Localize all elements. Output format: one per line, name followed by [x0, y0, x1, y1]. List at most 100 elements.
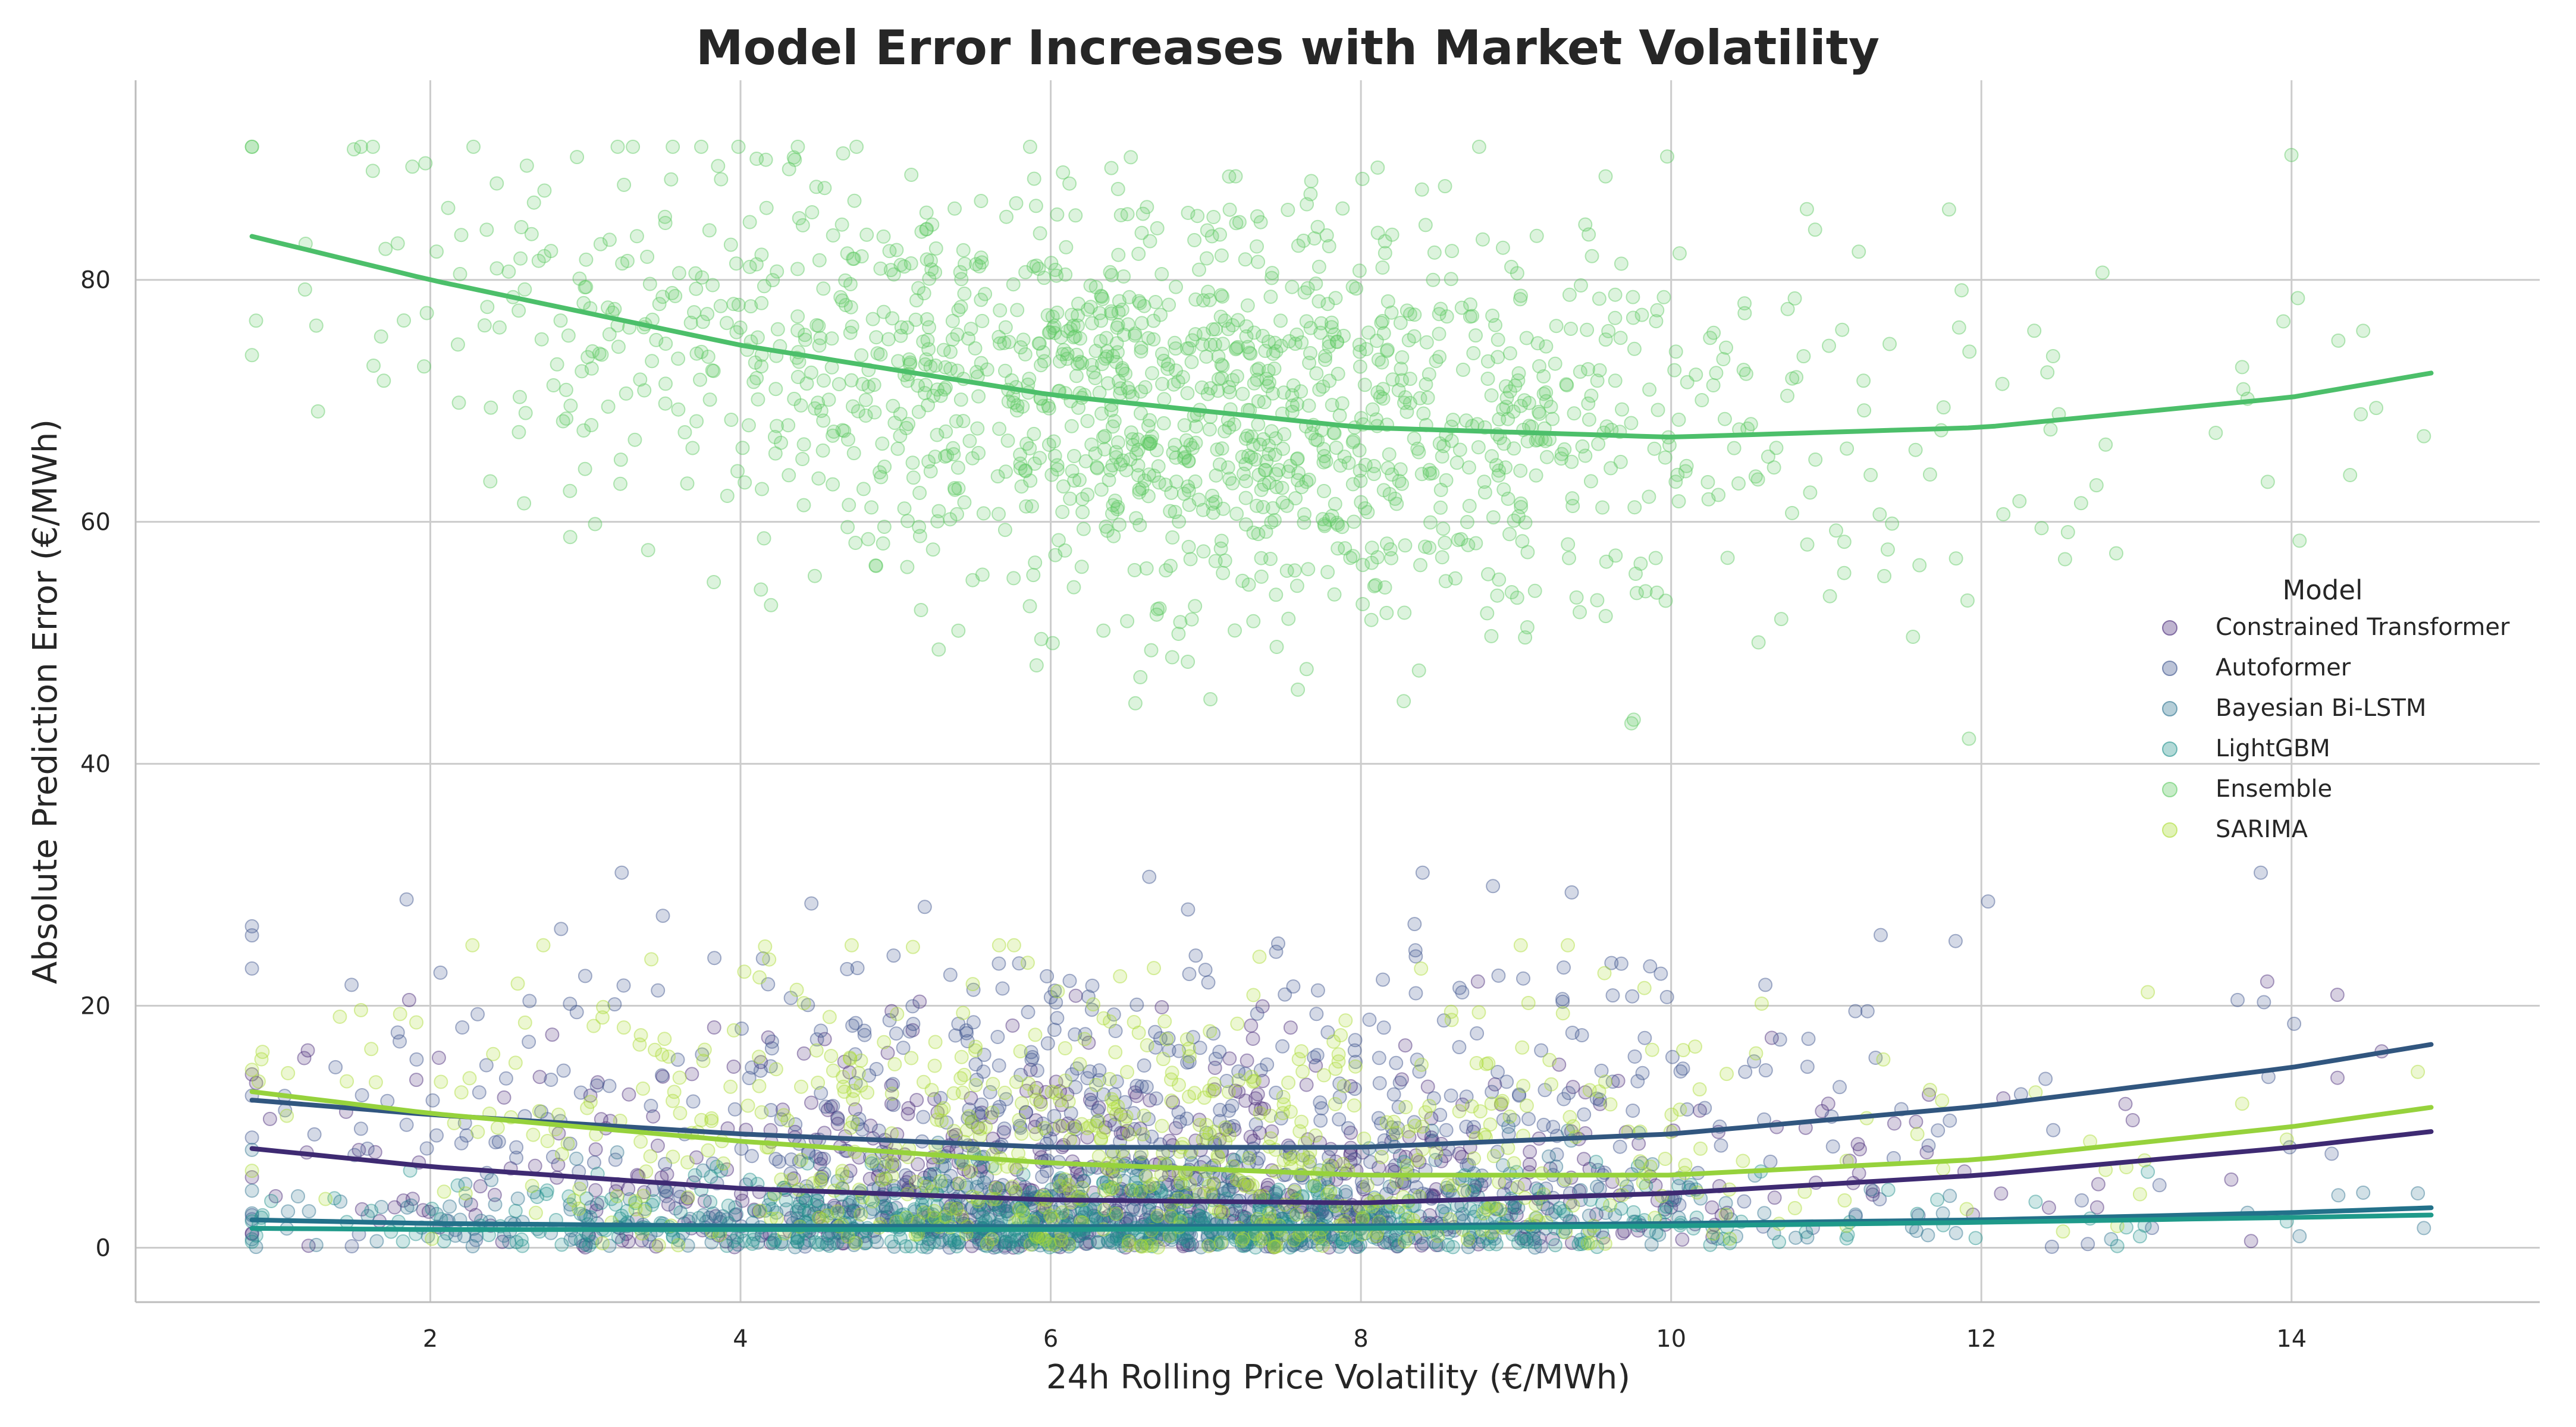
data-point — [425, 1202, 440, 1216]
data-point — [1122, 1127, 1137, 1142]
data-point — [759, 200, 774, 215]
data-point — [1653, 966, 1668, 981]
data-point — [726, 1060, 741, 1074]
scatter-points — [244, 139, 2431, 1255]
data-point — [1004, 1181, 1019, 1196]
data-point — [1208, 1051, 1223, 1066]
data-point — [946, 447, 961, 461]
data-point — [1260, 1178, 1275, 1192]
data-point — [846, 1203, 861, 1218]
data-point — [1874, 928, 1888, 942]
data-point — [1511, 373, 1526, 388]
data-point — [1254, 569, 1269, 584]
data-point — [879, 1154, 894, 1169]
data-point — [1108, 1045, 1123, 1060]
data-point — [611, 340, 626, 354]
data-point — [1390, 1239, 1404, 1254]
data-point — [1157, 392, 1172, 407]
data-point — [1143, 413, 1157, 428]
data-point — [726, 1023, 741, 1038]
data-point — [1542, 1052, 1557, 1067]
data-point — [862, 1171, 877, 1186]
data-point — [1386, 1181, 1401, 1196]
data-point — [2324, 1146, 2339, 1161]
data-point — [551, 1157, 566, 1172]
data-point — [805, 205, 820, 219]
data-point — [1591, 436, 1606, 451]
data-point — [751, 392, 765, 407]
data-point — [1372, 1051, 1386, 1065]
data-point — [1096, 623, 1111, 638]
data-point — [1289, 1207, 1304, 1222]
data-point — [1348, 1059, 1363, 1074]
data-point — [1565, 499, 1580, 513]
data-point — [1229, 369, 1244, 384]
data-point — [536, 938, 551, 953]
data-point — [1059, 240, 1074, 254]
data-point — [644, 952, 659, 967]
data-point — [1548, 356, 1562, 371]
data-point — [1191, 1203, 1206, 1218]
data-point — [1488, 318, 1502, 332]
data-point — [1283, 1020, 1298, 1035]
data-point — [1720, 551, 1735, 565]
data-point — [633, 1134, 648, 1149]
data-point — [796, 1046, 811, 1061]
data-point — [974, 293, 989, 307]
data-point — [953, 1071, 968, 1086]
data-point — [1240, 1053, 1254, 1068]
data-point — [1647, 441, 1662, 456]
data-point — [1668, 344, 1683, 359]
data-point — [685, 1067, 699, 1082]
data-point — [1549, 319, 1564, 334]
data-point — [854, 348, 869, 363]
data-point — [796, 996, 811, 1011]
data-point — [1113, 1181, 1128, 1196]
data-point — [1180, 1238, 1195, 1252]
data-point — [1466, 346, 1481, 360]
data-point — [1129, 511, 1144, 526]
data-point — [1068, 208, 1083, 223]
data-point — [1461, 460, 1476, 475]
data-point — [1335, 1156, 1350, 1171]
data-point — [1050, 984, 1065, 999]
data-point — [368, 1075, 383, 1090]
data-point — [628, 1202, 643, 1217]
data-point — [1127, 1015, 1141, 1029]
data-point — [281, 1065, 296, 1080]
data-point — [856, 482, 871, 496]
data-point — [1133, 670, 1148, 684]
data-point — [1565, 1026, 1580, 1040]
data-point — [923, 359, 938, 374]
data-point — [752, 1049, 766, 1064]
data-point — [297, 1051, 312, 1065]
data-point — [1188, 327, 1203, 342]
data-point — [645, 354, 660, 369]
data-point — [1181, 902, 1196, 917]
data-point — [977, 1202, 992, 1217]
data-point — [1430, 1228, 1445, 1243]
data-point — [1250, 1087, 1265, 1102]
data-point — [1203, 692, 1218, 706]
data-point — [890, 1007, 905, 1021]
data-point — [1277, 427, 1292, 442]
data-point — [1852, 244, 1866, 259]
grid — [136, 80, 2540, 1302]
data-point — [790, 309, 805, 324]
data-point — [1414, 961, 1429, 976]
data-point — [611, 1230, 626, 1244]
data-point — [992, 938, 1006, 953]
data-point — [1185, 1237, 1199, 1252]
data-point — [601, 399, 616, 414]
data-point — [1370, 225, 1385, 240]
data-point — [1006, 1240, 1021, 1255]
data-point — [484, 1173, 499, 1187]
data-point — [992, 1202, 1006, 1217]
data-point — [487, 1187, 502, 1202]
data-point — [492, 320, 507, 335]
data-point — [980, 362, 994, 377]
data-point — [1328, 1154, 1343, 1169]
x-tick-label: 12 — [1966, 1325, 1997, 1353]
data-point — [431, 1051, 446, 1065]
data-point — [517, 496, 532, 511]
